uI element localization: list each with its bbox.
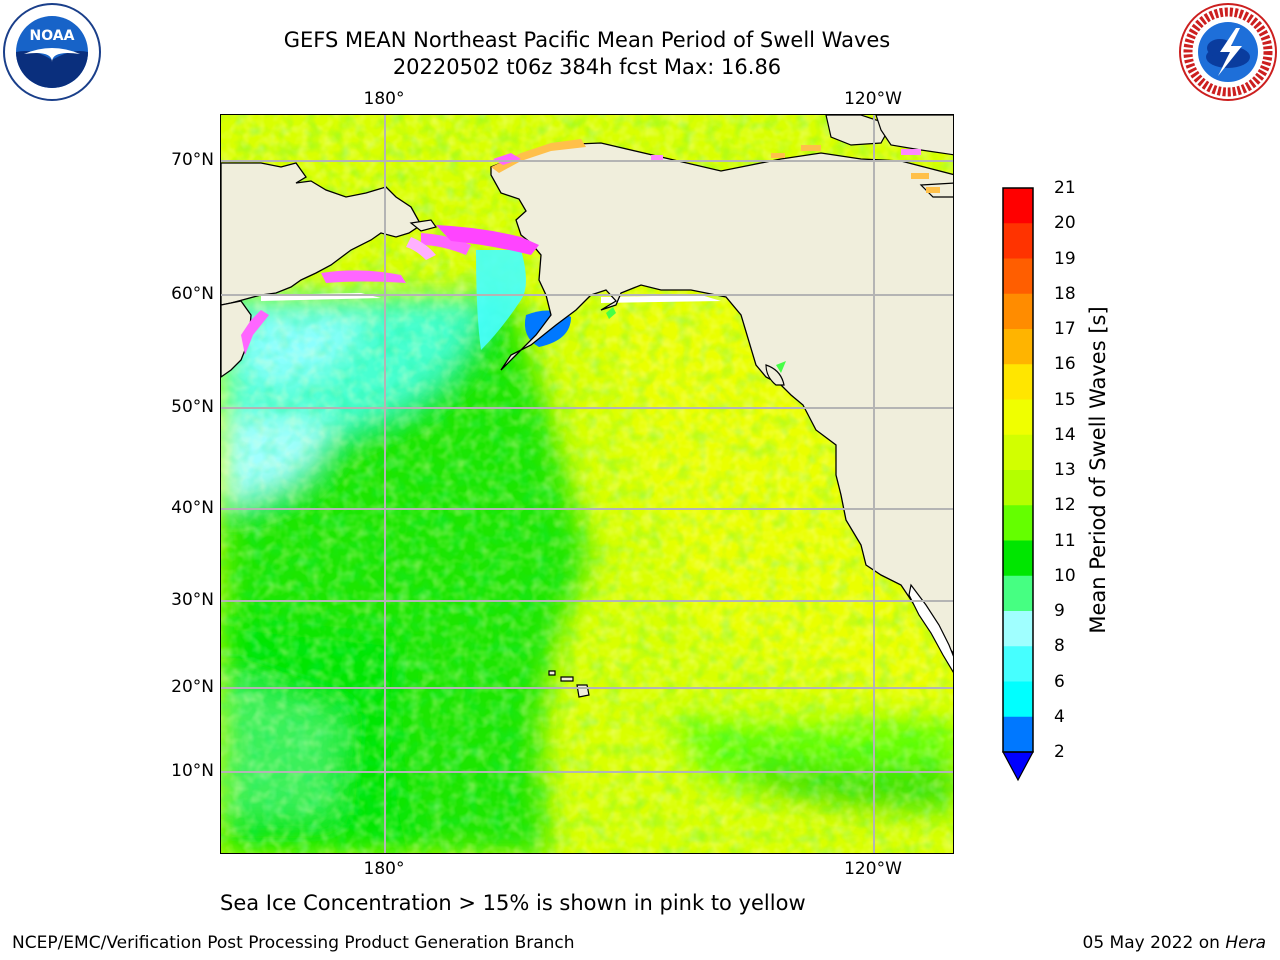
colorbar-tick-label: 2 [1054,742,1065,762]
chart-subtitle: 20220502 t06z 384h fcst Max: 16.86 [392,55,782,79]
sea-ice-note: Sea Ice Concentration > 15% is shown in … [220,891,806,915]
colorbar-tick-label: 18 [1054,283,1076,304]
date-text: 05 May 2022 on [1082,933,1220,953]
colorbar-tick-label: 8 [1054,636,1065,657]
lat-label: 30°N [171,590,214,610]
colorbar-cell [1003,611,1033,647]
lat-label: 40°N [171,498,214,518]
colorbar-tick-label: 10 [1054,565,1076,586]
colorbar-cell [1003,681,1033,718]
colorbar-cell [1003,223,1033,259]
colorbar-tick-label: 17 [1054,319,1076,339]
colorbar-frame [1002,187,1034,753]
lon-label-bottom: 180° [363,859,405,879]
noaa-logo-icon: NOAA [3,3,101,101]
colorbar-underflow [1001,751,1035,782]
no-data-strip [601,295,721,303]
baja-california [908,583,953,673]
colorbar-cell [1003,575,1033,612]
swell-period-map [221,115,953,853]
map-panel [220,114,954,854]
lat-label: 50°N [171,397,214,417]
colorbar-cell [1003,505,1033,541]
lat-label: 70°N [171,150,214,170]
colorbar-tick-label: 14 [1054,424,1076,445]
lon-label-top: 180° [363,89,405,109]
chart-title: GEFS MEAN Northeast Pacific Mean Period … [283,28,891,52]
colorbar-cell [1003,188,1033,224]
colorbar-cell [1003,258,1033,295]
vancouver-island [765,364,785,386]
lon-label-bottom: 120°W [844,859,902,879]
colorbar-label: Mean Period of Swell Waves [s] [1086,306,1110,634]
colorbar-tick-label: 15 [1054,389,1076,410]
colorbar-tick-label: 19 [1054,248,1076,269]
colorbar-cell [1003,364,1033,400]
colorbar-tick-label: 20 [1054,213,1076,234]
bering-cyan [476,250,526,350]
colorbar-tick-label: 13 [1054,460,1076,480]
colorbar-tick-label: 11 [1054,530,1076,551]
lon-label-top: 120°W [844,89,902,109]
graticule [221,115,953,853]
lat-label: 20°N [171,677,214,697]
colorbar-cell [1003,646,1033,682]
date-stamp: 05 May 2022 on Hera [1083,933,1267,953]
colorbar-tick-label: 6 [1054,671,1065,692]
siberia-landmass [221,162,422,306]
colorbar-tick-label: 12 [1054,495,1076,516]
island [409,219,437,232]
colorbar-tick-label: 21 [1054,178,1076,198]
colorbar-cell [1003,329,1033,365]
colorbar-cell [1003,540,1033,577]
colorbar [1001,187,1035,782]
colorbar-tick-label: 4 [1054,706,1065,727]
colorbar-tick-label: 16 [1054,354,1076,375]
colorbar-cell [1003,293,1033,330]
colorbar-cell [1003,470,1033,506]
credit-text: NCEP/EMC/Verification Post Processing Pr… [12,933,575,953]
colorbar-cell [1003,434,1033,471]
hawaii-islands [548,670,590,698]
noaa-logo-text: NOAA [30,28,75,44]
lat-label: 10°N [171,761,214,781]
colorbar-tick-label: 9 [1054,601,1065,621]
nws-logo-icon [1179,3,1277,101]
lat-label: 60°N [171,284,214,304]
colorbar-cell [1003,399,1033,436]
colorbar-cell [1003,716,1033,753]
machine-name: Hera [1225,933,1266,953]
